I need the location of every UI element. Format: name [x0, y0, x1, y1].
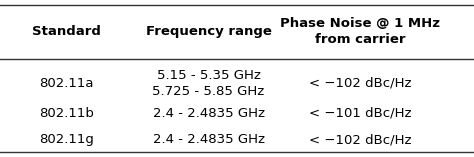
Text: Standard: Standard [32, 25, 101, 38]
Text: < −102 dBc/Hz: < −102 dBc/Hz [309, 133, 411, 146]
Text: < −102 dBc/Hz: < −102 dBc/Hz [309, 77, 411, 90]
Text: Frequency range: Frequency range [146, 25, 272, 38]
Text: 802.11g: 802.11g [39, 133, 94, 146]
Text: < −101 dBc/Hz: < −101 dBc/Hz [309, 107, 411, 119]
Text: 802.11a: 802.11a [39, 77, 93, 90]
Text: 802.11b: 802.11b [39, 107, 94, 119]
Text: 5.15 - 5.35 GHz
5.725 - 5.85 GHz: 5.15 - 5.35 GHz 5.725 - 5.85 GHz [153, 69, 264, 98]
Text: Phase Noise @ 1 MHz
from carrier: Phase Noise @ 1 MHz from carrier [280, 17, 440, 46]
Text: 2.4 - 2.4835 GHz: 2.4 - 2.4835 GHz [153, 133, 264, 146]
Text: 2.4 - 2.4835 GHz: 2.4 - 2.4835 GHz [153, 107, 264, 119]
